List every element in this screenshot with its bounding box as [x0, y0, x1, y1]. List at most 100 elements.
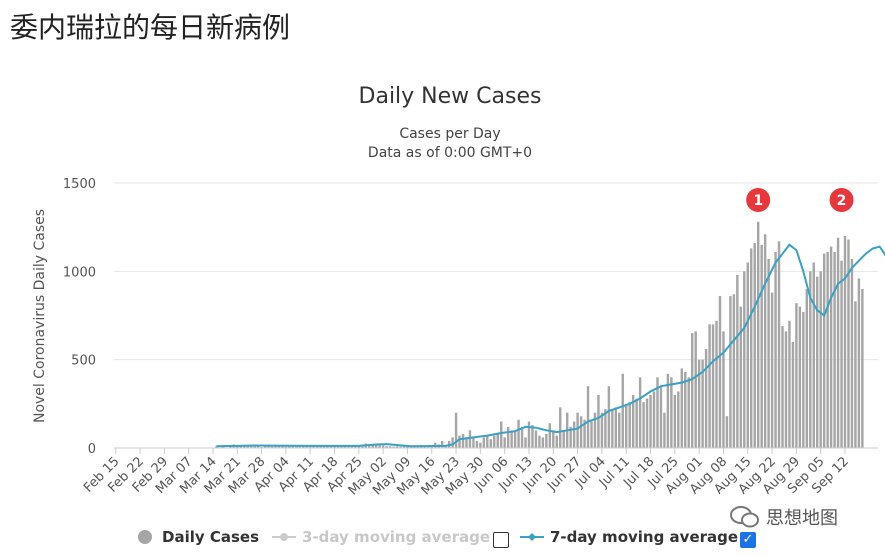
bar [770, 292, 774, 448]
bar [295, 446, 298, 448]
bar [229, 446, 232, 448]
y-tick-label: 1000 [63, 265, 96, 280]
watermark-text: 思想地图 [766, 508, 838, 529]
bar [798, 306, 802, 448]
bar [809, 271, 812, 448]
bar [479, 442, 482, 448]
bar [326, 446, 329, 448]
bar [583, 419, 586, 448]
bar [305, 445, 308, 448]
annotation-label: 2 [837, 193, 847, 209]
bar [746, 262, 749, 448]
bar [739, 306, 743, 448]
bar [392, 446, 395, 448]
bar [253, 446, 256, 448]
bar [732, 294, 736, 448]
legend-3day[interactable]: 3-day moving average [272, 528, 490, 546]
wechat-icon [730, 506, 759, 528]
bar [576, 412, 579, 448]
bar [854, 301, 857, 448]
bar [284, 446, 288, 448]
bar [711, 324, 715, 448]
bar [340, 446, 343, 448]
bar [451, 437, 454, 448]
bar [475, 440, 479, 448]
chart-subtitle: Cases per Day [399, 126, 501, 142]
bar [614, 407, 618, 448]
bar [354, 445, 357, 448]
bar [322, 445, 326, 448]
bar [631, 395, 635, 448]
bar [684, 372, 687, 448]
bar [750, 248, 753, 448]
bar [670, 377, 673, 448]
y-tick-label: 1500 [63, 177, 96, 192]
chart-legend: Daily Cases 3-day moving average 7-day m… [0, 526, 885, 552]
bar [336, 446, 340, 448]
bar [572, 421, 576, 448]
legend-7day-label: 7-day moving average [550, 528, 739, 546]
bar [541, 437, 545, 448]
bar [666, 373, 670, 448]
bar [329, 446, 333, 448]
bar [486, 435, 489, 448]
bar [777, 241, 781, 448]
legend-3day-checkbox[interactable] [493, 532, 509, 548]
bar [611, 409, 614, 448]
chart-plot: 0 500 1000 1500 Novel Coronavirus Daily Case… [32, 177, 885, 498]
bar [461, 433, 465, 448]
bar [555, 435, 558, 448]
bar [826, 251, 829, 448]
bar [677, 391, 680, 448]
bar [715, 320, 718, 448]
bar [388, 446, 392, 448]
bar [618, 412, 621, 448]
bar [458, 435, 461, 448]
bar [531, 425, 534, 448]
bar [579, 416, 583, 448]
legend-7day[interactable]: 7-day moving average [520, 528, 738, 546]
bar [545, 433, 548, 448]
bar [246, 446, 249, 448]
bar [288, 445, 291, 448]
bar [816, 276, 819, 448]
bar [763, 234, 767, 448]
bar [472, 437, 475, 448]
bar [645, 398, 649, 448]
bar [368, 444, 371, 448]
bar [725, 416, 729, 448]
bar [812, 262, 815, 448]
bar [454, 412, 458, 448]
bar [374, 445, 378, 448]
bar [659, 386, 663, 448]
bar [767, 258, 770, 448]
bar [774, 251, 777, 448]
bar [628, 402, 631, 448]
bar [267, 446, 270, 448]
bar [552, 430, 555, 448]
bar [833, 251, 836, 448]
bar [697, 359, 701, 448]
bar [829, 246, 833, 448]
bar [510, 430, 513, 448]
bar [642, 402, 645, 448]
legend-daily-cases[interactable]: Daily Cases [138, 528, 259, 546]
bar [493, 435, 496, 448]
bar [590, 421, 593, 448]
bar [465, 437, 468, 448]
bar [243, 446, 246, 448]
legend-7day-checkbox[interactable]: ✓ [740, 532, 756, 548]
bar [600, 412, 604, 448]
bar [277, 446, 281, 448]
watermark: 思想地图 [730, 504, 838, 530]
bar [281, 446, 284, 448]
bar [791, 342, 795, 448]
bar [663, 412, 666, 448]
bar [440, 440, 444, 448]
bar [760, 244, 763, 448]
bar [423, 446, 427, 448]
bar [836, 237, 840, 448]
bar [562, 430, 565, 448]
chart-title: Daily New Cases [358, 84, 542, 109]
legend-3day-label: 3-day moving average [302, 528, 491, 546]
